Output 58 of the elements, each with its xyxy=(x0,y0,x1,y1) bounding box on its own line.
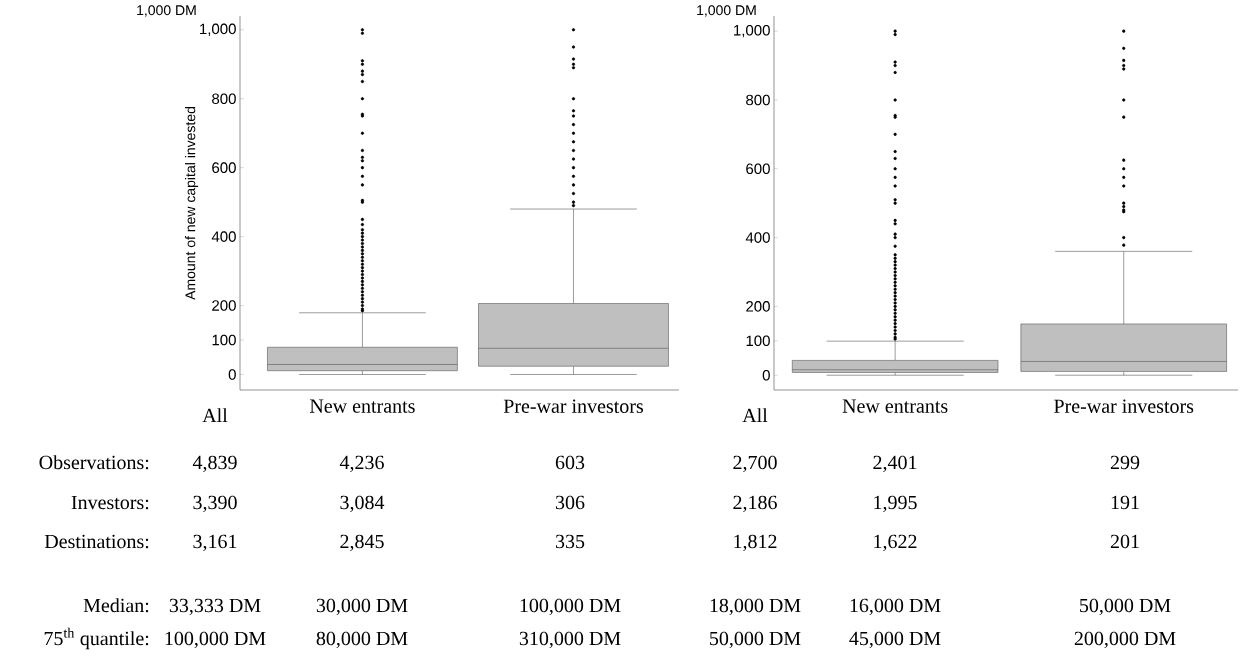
text: 2,401 xyxy=(873,455,917,473)
text: Observations: xyxy=(39,455,149,470)
text: 200,000 DM xyxy=(1074,631,1176,649)
text: 50,000 DM xyxy=(1080,598,1171,616)
text: 75$^{th}$ quantile: xyxy=(44,627,149,650)
text: Investors: xyxy=(71,495,149,510)
y-tick-label: 200 xyxy=(746,301,770,312)
text: 50,000 DM xyxy=(710,631,801,649)
text: 3,161 xyxy=(193,534,237,552)
x-tick-label: New entrants xyxy=(309,399,415,413)
text: 310,000 DM xyxy=(519,631,621,649)
text: 2,845 xyxy=(340,534,384,552)
y-tick-label: 800 xyxy=(746,94,770,106)
text: 100,000 DM xyxy=(165,631,266,649)
text: 2,186 xyxy=(733,495,777,513)
y-tick-label: 100 xyxy=(212,334,236,346)
text: 1,995 xyxy=(874,495,917,513)
y-tick-label: 1,000 xyxy=(200,23,236,36)
text: 4,839 xyxy=(192,455,237,473)
text: 306 xyxy=(555,495,585,510)
text: 45,000 DM xyxy=(849,631,941,649)
text: 4,236 xyxy=(339,455,384,473)
text: 18,000 DM xyxy=(710,598,801,616)
text: 1,000 DM xyxy=(137,5,196,17)
text: 191 xyxy=(1111,495,1139,510)
text: Median: xyxy=(83,598,149,613)
text: All xyxy=(202,408,228,423)
text: 100,000 DM xyxy=(520,598,621,616)
y-tick-label: 600 xyxy=(212,162,236,173)
x-tick-label: Pre-war investors xyxy=(1054,399,1194,413)
text: 3,084 xyxy=(340,495,385,513)
y-tick-label: 400 xyxy=(745,232,770,243)
text: 2,700 xyxy=(733,455,777,473)
text: 1,812 xyxy=(734,534,777,552)
text: 1,622 xyxy=(874,534,917,552)
y-tick-label: 800 xyxy=(212,93,236,105)
text: Destinations: xyxy=(44,534,149,549)
text: All xyxy=(742,408,768,423)
x-tick-label: Pre-war investors xyxy=(503,399,644,413)
y-tick-label: 100 xyxy=(746,335,770,347)
text: 30,000 DM xyxy=(316,598,408,616)
text: 201 xyxy=(1110,534,1139,549)
text: 80,000 DM xyxy=(316,631,408,649)
text: 335 xyxy=(555,534,585,549)
y-tick-label: 600 xyxy=(746,163,770,175)
y-tick-label: 0 xyxy=(762,369,770,381)
x-tick-label: New entrants xyxy=(842,399,948,413)
y-tick-label: 1,000 xyxy=(734,24,770,38)
y-axis-title: Amount of new capital invested xyxy=(185,107,199,300)
y-tick-label: 200 xyxy=(212,300,236,311)
text: 16,000 DM xyxy=(850,598,941,616)
text: 299 xyxy=(1110,455,1140,470)
text: 1,000 DM xyxy=(697,5,756,17)
text: 3,390 xyxy=(193,495,237,513)
y-tick-label: 0 xyxy=(228,369,236,380)
y-tick-label: 400 xyxy=(211,231,236,242)
text: 603 xyxy=(555,455,585,470)
text: 33,333 DM xyxy=(169,598,261,616)
